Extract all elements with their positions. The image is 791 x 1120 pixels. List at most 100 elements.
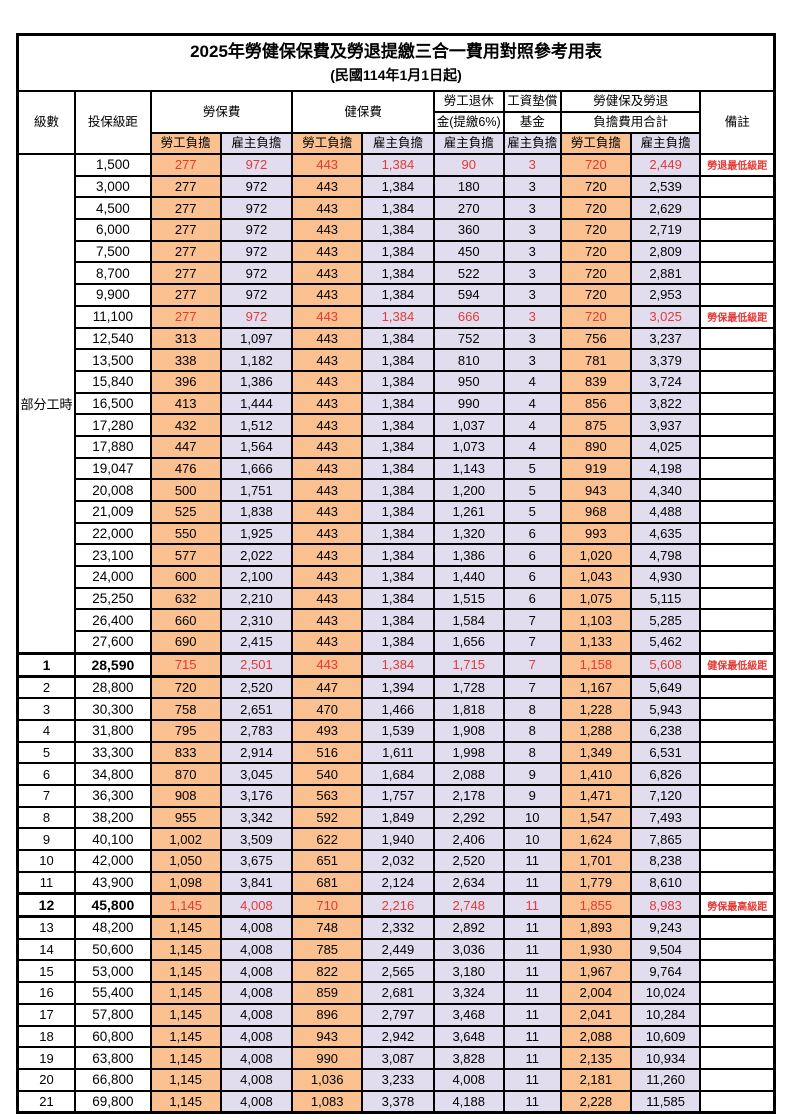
value-cell: 1,440 <box>432 565 505 589</box>
value-cell: 443 <box>291 543 364 568</box>
value-cell: 277 <box>149 153 222 177</box>
table-body: 部分工時 1,500 277 972 443 1,384 90 3 720 2,449 勞退最低級距… <box>16 152 776 1114</box>
value-cell: 2,501 <box>219 651 294 678</box>
value-cell: 1,757 <box>361 783 435 808</box>
value-cell: 443 <box>291 348 364 372</box>
value-cell: 360 <box>432 218 505 242</box>
value-cell: 6 <box>502 586 563 611</box>
value-cell: 443 <box>291 565 364 589</box>
value-cell: 2,565 <box>361 959 435 984</box>
value-cell: 2,181 <box>560 1067 632 1092</box>
value-cell: 1,384 <box>361 456 435 481</box>
value-cell: 3 <box>502 218 563 242</box>
value-cell: 1,384 <box>361 651 435 678</box>
value-cell: 972 <box>219 239 294 264</box>
remark-cell <box>699 326 776 351</box>
value-cell: 795 <box>149 718 222 743</box>
table-row: 11,100 277 972 443 1,384 666 3 720 3,025 勞保最低級距 <box>18 304 776 329</box>
value-cell: 1,002 <box>149 827 222 851</box>
bracket-cell: 60,800 <box>73 1024 152 1049</box>
value-cell: 10,284 <box>629 1002 702 1027</box>
remark-cell <box>699 849 776 873</box>
table-row: 14 50,600 1,145 4,008 785 2,449 3,036 11 1,930 9,… <box>16 937 776 962</box>
value-cell: 1,444 <box>219 391 294 416</box>
value-cell: 1,050 <box>149 849 222 873</box>
value-cell: 1,228 <box>560 697 632 721</box>
header-labor-employee: 勞工負擔 <box>149 132 222 155</box>
value-cell: 720 <box>149 674 222 700</box>
bracket-cell: 6,000 <box>73 218 152 242</box>
value-cell: 8,610 <box>629 870 702 895</box>
value-cell: 1,182 <box>219 348 294 372</box>
value-cell: 1,715 <box>432 651 505 678</box>
value-cell: 4,008 <box>219 959 294 984</box>
value-cell: 1,386 <box>219 369 294 394</box>
value-cell: 4,008 <box>219 1067 294 1092</box>
level-cell: 6 <box>16 762 76 786</box>
bracket-cell: 17,880 <box>73 434 152 459</box>
value-cell: 720 <box>560 153 632 177</box>
value-cell: 11 <box>502 1002 563 1027</box>
remark-cell <box>699 413 776 437</box>
value-cell: 748 <box>291 915 364 940</box>
bracket-cell: 45,800 <box>73 892 152 919</box>
value-cell: 1,145 <box>149 915 222 940</box>
value-cell: 890 <box>560 434 632 459</box>
value-cell: 1,145 <box>149 1002 222 1027</box>
value-cell: 7 <box>502 608 563 633</box>
value-cell: 2,332 <box>361 915 435 940</box>
table-row: 10 42,000 1,050 3,675 651 2,032 2,520 11 1,701 8,… <box>16 849 776 873</box>
value-cell: 2,809 <box>629 239 702 264</box>
value-cell: 277 <box>149 196 222 221</box>
table-row: 15,840 396 1,386 443 1,384 950 4 839 3,724 <box>18 369 776 394</box>
value-cell: 413 <box>149 391 222 416</box>
value-cell: 2,520 <box>432 849 505 873</box>
value-cell: 2,415 <box>219 630 294 655</box>
value-cell: 1,855 <box>560 892 632 919</box>
value-cell: 11 <box>502 937 563 962</box>
value-cell: 2,032 <box>361 849 435 873</box>
remark-cell <box>699 196 776 221</box>
bracket-cell: 8,700 <box>73 261 152 286</box>
value-cell: 2,449 <box>361 937 435 962</box>
remark-cell <box>699 283 776 307</box>
value-cell: 4,008 <box>219 1024 294 1049</box>
table-row: 25,250 632 2,210 443 1,384 1,515 6 1,075 5,115 <box>18 586 776 611</box>
value-cell: 11 <box>502 1067 563 1092</box>
value-cell: 1,930 <box>560 937 632 962</box>
table-row: 3,000 277 972 443 1,384 180 3 720 2,539 <box>18 174 776 199</box>
value-cell: 3 <box>502 348 563 372</box>
value-cell: 11 <box>502 1024 563 1049</box>
value-cell: 943 <box>560 478 632 502</box>
value-cell: 1,512 <box>219 413 294 437</box>
value-cell: 2,953 <box>629 283 702 307</box>
table-row: 4 31,800 795 2,783 493 1,539 1,908 8 1,288 6,238 <box>16 718 776 743</box>
value-cell: 4,930 <box>629 565 702 589</box>
bracket-cell: 50,600 <box>73 937 152 962</box>
value-cell: 2,004 <box>560 981 632 1005</box>
bracket-cell: 36,300 <box>73 783 152 808</box>
value-cell: 2,292 <box>432 805 505 830</box>
bracket-cell: 38,200 <box>73 805 152 830</box>
table-row: 19 63,800 1,145 4,008 990 3,087 3,828 11 2,135 10… <box>16 1046 776 1070</box>
bracket-cell: 23,100 <box>73 543 152 568</box>
remark-cell <box>699 456 776 481</box>
value-cell: 1,849 <box>361 805 435 830</box>
remark-cell <box>699 959 776 984</box>
value-cell: 4,008 <box>219 1089 294 1114</box>
level-cell: 21 <box>16 1089 76 1114</box>
level-cell: 5 <box>16 740 76 765</box>
value-cell: 720 <box>560 304 632 329</box>
value-cell: 710 <box>291 892 364 919</box>
value-cell: 1,384 <box>361 608 435 633</box>
header-pension-employer: 雇主負擔 <box>432 132 505 155</box>
value-cell: 180 <box>432 174 505 199</box>
value-cell: 443 <box>291 304 364 329</box>
value-cell: 5,608 <box>629 651 702 678</box>
value-cell: 443 <box>291 478 364 502</box>
value-cell: 1,384 <box>361 174 435 199</box>
value-cell: 4,008 <box>219 1046 294 1070</box>
value-cell: 5,462 <box>629 630 702 655</box>
value-cell: 1,384 <box>361 326 435 351</box>
remark-cell <box>699 1002 776 1027</box>
